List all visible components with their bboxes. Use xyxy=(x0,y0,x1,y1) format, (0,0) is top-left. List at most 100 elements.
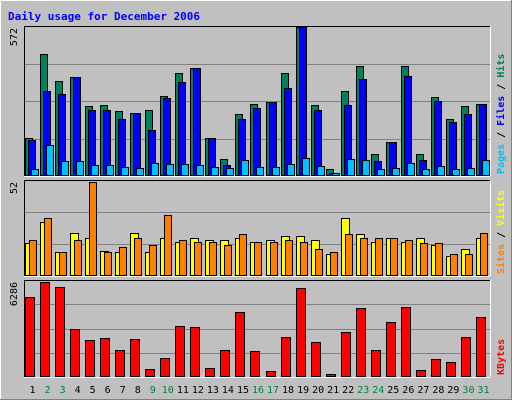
x-tick-label-day-12: 12 xyxy=(192,385,204,396)
bar-kbytes-day-2 xyxy=(40,282,50,377)
bar-sites-day-11 xyxy=(179,240,187,276)
panel-hits_files_pages: 572 Pages / Files / Hits xyxy=(9,26,507,177)
bar-kbytes-day-17 xyxy=(266,371,276,377)
x-tick-label-day-22: 22 xyxy=(342,385,354,396)
x-tick-label-day-31: 31 xyxy=(477,385,489,396)
bar-kbytes-day-5 xyxy=(85,340,95,377)
bar-kbytes-day-21 xyxy=(326,374,336,377)
legend-item-visits: Visits xyxy=(495,190,507,226)
bar-pages-day-29 xyxy=(452,169,460,176)
bar-pages-day-4 xyxy=(76,161,84,176)
x-tick-label-day-28: 28 xyxy=(432,385,444,396)
bar-sites-day-22 xyxy=(345,234,353,276)
bar-sites-day-19 xyxy=(300,242,308,276)
legend-separator: / xyxy=(496,226,507,244)
bar-pages-day-21 xyxy=(332,173,340,176)
legend: Pages / Files / Hits xyxy=(495,54,507,174)
bar-sites-day-29 xyxy=(450,254,458,276)
x-tick-label-day-17: 17 xyxy=(267,385,279,396)
bar-pages-day-24 xyxy=(377,169,385,176)
bar-sites-day-2 xyxy=(44,218,52,276)
bar-kbytes-day-10 xyxy=(160,358,170,377)
bar-kbytes-day-13 xyxy=(205,368,215,377)
bar-sites-day-30 xyxy=(465,254,473,276)
bar-sites-day-6 xyxy=(104,252,112,276)
bar-pages-day-18 xyxy=(287,164,295,176)
bar-sites-day-28 xyxy=(435,243,443,276)
bar-pages-day-9 xyxy=(151,163,159,176)
bar-kbytes-day-31 xyxy=(476,317,486,377)
chart-title: Daily usage for December 2006 xyxy=(8,10,200,23)
bar-files-day-19 xyxy=(299,27,307,176)
bar-sites-day-16 xyxy=(254,242,262,276)
bar-sites-day-5 xyxy=(89,182,97,276)
bar-pages-day-19 xyxy=(302,158,310,176)
bar-kbytes-day-16 xyxy=(250,351,260,377)
panel-kbytes: 6286 KBytes xyxy=(9,280,507,378)
x-tick-label-day-20: 20 xyxy=(312,385,324,396)
x-tick-label-day-25: 25 xyxy=(387,385,399,396)
x-tick-label-day-19: 19 xyxy=(297,385,309,396)
bar-sites-day-4 xyxy=(74,240,82,276)
bar-files-day-28 xyxy=(434,101,442,176)
bar-kbytes-day-20 xyxy=(311,342,321,377)
bar-files-day-17 xyxy=(269,102,277,176)
bar-files-day-4 xyxy=(73,77,81,176)
bar-kbytes-day-24 xyxy=(371,350,381,377)
legend-separator: / xyxy=(496,126,507,144)
legend-item-pages: Pages xyxy=(496,144,507,174)
x-tick-label-day-6: 6 xyxy=(105,385,111,396)
bar-files-day-12 xyxy=(193,68,201,176)
x-tick-label-day-2: 2 xyxy=(45,385,51,396)
bar-sites-day-31 xyxy=(480,233,488,276)
bar-pages-day-27 xyxy=(422,169,430,176)
bar-sites-day-7 xyxy=(119,247,127,276)
bar-kbytes-day-25 xyxy=(386,322,396,377)
bar-sites-day-10 xyxy=(164,215,172,276)
bar-pages-day-22 xyxy=(347,159,355,176)
legend-separator: / xyxy=(496,78,507,96)
bar-pages-day-28 xyxy=(437,166,445,176)
bar-pages-day-20 xyxy=(317,166,325,176)
bar-pages-day-6 xyxy=(106,165,114,176)
y-max-label: 6286 xyxy=(9,282,20,306)
x-tick-label-day-4: 4 xyxy=(75,385,81,396)
bar-pages-day-17 xyxy=(272,167,280,176)
x-tick-label-day-10: 10 xyxy=(162,385,174,396)
bar-pages-day-8 xyxy=(136,168,144,176)
bar-kbytes-day-29 xyxy=(446,362,456,377)
bar-kbytes-day-12 xyxy=(190,327,200,377)
bar-kbytes-day-26 xyxy=(401,307,411,377)
bar-pages-day-23 xyxy=(362,160,370,176)
bar-pages-day-11 xyxy=(181,164,189,176)
legend: Sites / Visits xyxy=(495,190,507,274)
x-tick-label-day-14: 14 xyxy=(222,385,234,396)
x-tick-label-day-13: 13 xyxy=(207,385,219,396)
panel-visits_sites: 52 Sites / Visits xyxy=(9,180,507,277)
legend-item-sites: Sites xyxy=(495,244,507,274)
bar-pages-day-31 xyxy=(482,160,490,176)
bar-kbytes-day-7 xyxy=(115,350,125,377)
x-tick-label-day-15: 15 xyxy=(237,385,249,396)
bar-files-day-8 xyxy=(133,113,141,176)
bar-sites-day-1 xyxy=(29,240,37,276)
legend-item-hits: Hits xyxy=(495,54,507,78)
bar-files-day-11 xyxy=(178,82,186,176)
legend: KBytes xyxy=(496,339,507,375)
bar-pages-day-1 xyxy=(31,169,39,176)
bar-pages-day-15 xyxy=(241,160,249,176)
x-tick-label-day-3: 3 xyxy=(60,385,66,396)
bar-pages-day-2 xyxy=(46,145,54,176)
bar-sites-day-18 xyxy=(285,240,293,276)
bar-sites-day-24 xyxy=(375,238,383,276)
bar-kbytes-day-30 xyxy=(461,337,471,377)
bar-sites-day-25 xyxy=(390,238,398,276)
bar-pages-day-26 xyxy=(407,163,415,176)
x-tick-label-day-29: 29 xyxy=(447,385,459,396)
bar-kbytes-day-14 xyxy=(220,350,230,377)
bar-pages-day-30 xyxy=(467,168,475,176)
bar-sites-day-8 xyxy=(134,238,142,276)
x-tick-label-day-27: 27 xyxy=(417,385,429,396)
